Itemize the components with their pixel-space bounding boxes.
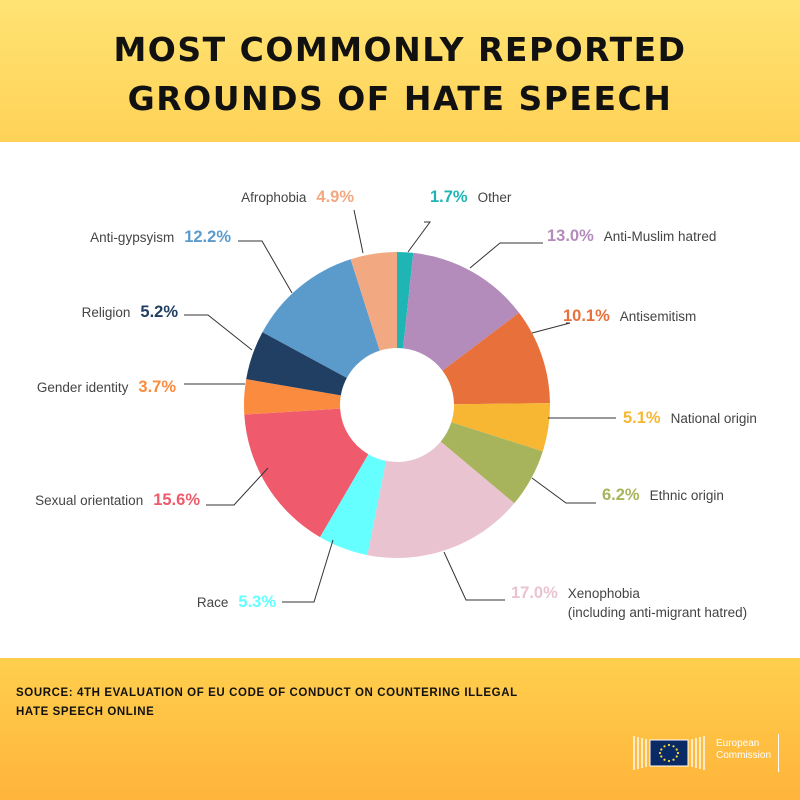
value-label: 15.6%: [153, 491, 200, 509]
value-label: 1.7%: [430, 188, 468, 206]
chart-area: [0, 142, 800, 658]
slices-layer: [244, 252, 550, 558]
leader-line: [469, 242, 543, 269]
leader-line: [353, 209, 364, 254]
value-label: 5.2%: [140, 303, 178, 321]
value-label: 12.2%: [184, 228, 231, 246]
leader-line: [184, 314, 253, 351]
slice-xenophobia: [367, 441, 515, 558]
leader-line: [531, 322, 571, 334]
value-label: 6.2%: [602, 486, 640, 504]
ec-logo-divider: [778, 734, 779, 772]
value-label: 17.0%: [511, 584, 558, 602]
slice-ethnic-origin: [440, 422, 543, 504]
ec-building-icon: [633, 736, 705, 770]
value-label: 5.1%: [623, 409, 661, 427]
ec-logo-line-1: European: [716, 738, 760, 749]
leader-line: [206, 467, 269, 506]
leader-line: [238, 240, 293, 294]
page-title-line-2: GROUNDS OF HATE SPEECH: [127, 79, 673, 118]
leader-line: [407, 221, 431, 253]
category-label: Race: [197, 595, 229, 610]
ec-logo-line-2: Commission: [716, 750, 772, 761]
category-label: Anti-Muslim hatred: [604, 229, 717, 244]
page-title-line-1: MOST COMMONLY REPORTED: [113, 30, 687, 69]
slice-race: [319, 454, 386, 556]
source-line-2: HATE SPEECH ONLINE: [16, 706, 155, 718]
value-label: 10.1%: [563, 307, 610, 325]
value-label: 4.9%: [316, 188, 354, 206]
leader-line: [282, 539, 334, 603]
category-label: Sexual orientation: [35, 493, 143, 508]
category-label: Gender identity: [37, 380, 129, 395]
slice-anti-muslim-hatred: [403, 252, 520, 371]
category-label: Anti-gypsyism: [90, 230, 174, 245]
leader-line: [443, 551, 505, 601]
source-note: SOURCE: 4TH EVALUATION OF EU CODE OF CON…: [16, 684, 616, 722]
slice-sexual-orientation: [244, 408, 369, 538]
category-label-line-2: (including anti-migrant hatred): [568, 605, 747, 620]
leader-lines-layer: [184, 209, 616, 603]
value-label: 13.0%: [547, 227, 594, 245]
category-label: Other: [478, 190, 512, 205]
slice-other: [397, 252, 414, 349]
category-label: Religion: [82, 305, 131, 320]
labels-layer: 1.7% Other 13.0% Anti-Muslim hatred 10.1% Ant…: [35, 188, 757, 620]
slice-afrophobia: [350, 252, 397, 351]
value-label: 3.7%: [138, 378, 176, 396]
footer-banner: SOURCE: 4TH EVALUATION OF EU CODE OF CON…: [0, 658, 800, 800]
header-banner: MOST COMMONLY REPORTED GROUNDS OF HATE S…: [0, 0, 800, 142]
category-label: National origin: [671, 411, 757, 426]
ec-logo-text: European Commission: [716, 738, 771, 762]
slice-gender-identity: [244, 379, 341, 415]
european-commission-logo: European Commission: [632, 730, 782, 776]
category-label: Xenophobia: [568, 586, 641, 601]
slice-national-origin: [451, 403, 550, 452]
source-line-1: SOURCE: 4TH EVALUATION OF EU CODE OF CON…: [16, 687, 518, 699]
slice-religion: [246, 332, 347, 396]
slice-anti-gypsyism: [262, 259, 380, 378]
value-label: 5.3%: [238, 593, 276, 611]
category-label: Antisemitism: [620, 309, 697, 324]
category-label: Afrophobia: [241, 190, 307, 205]
category-label: Ethnic origin: [650, 488, 724, 503]
leader-line: [531, 477, 596, 504]
slice-antisemitism: [442, 312, 550, 405]
